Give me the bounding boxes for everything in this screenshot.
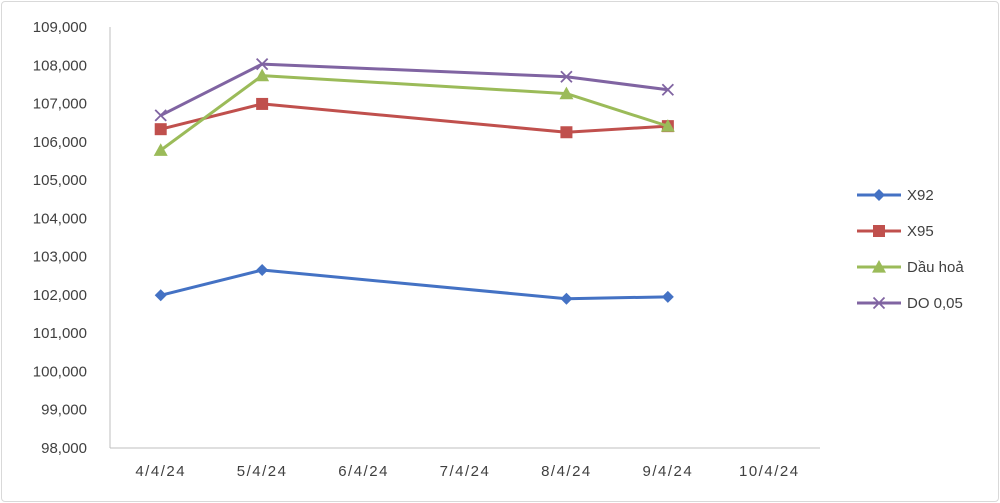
y-tick-label: 101,000 (33, 325, 87, 342)
legend-swatch-marker (873, 225, 885, 237)
y-tick-label: 98,000 (41, 440, 87, 457)
series-0-point (661, 290, 674, 303)
y-tick-label: 109,000 (33, 19, 87, 36)
series-2-point (153, 143, 168, 156)
legend-label: X92 (907, 187, 934, 204)
series-3-point (256, 57, 269, 71)
legend-label: X95 (907, 223, 934, 240)
series-0-point (560, 292, 573, 305)
series-3-point (154, 109, 167, 122)
series-1 (154, 97, 674, 139)
series-1-point (154, 123, 167, 136)
series-3-point (661, 83, 674, 96)
y-tick-label: 103,000 (33, 249, 87, 266)
legend-item-2: Dầu hoả (857, 259, 964, 276)
y-tick-label: 105,000 (33, 172, 87, 189)
legend: X92 X95 Dầu hoả DO 0,05 (857, 187, 964, 312)
series-0-point (256, 264, 269, 277)
series-3-line (160, 62, 669, 117)
series-1-point (560, 126, 573, 139)
x-tick-label: 9/4/24 (642, 463, 693, 480)
series-3 (154, 57, 674, 122)
legend-label: DO 0,05 (907, 295, 963, 312)
y-tick-label: 108,000 (33, 57, 87, 74)
y-tick-label: 106,000 (33, 134, 87, 151)
y-tick-label: 104,000 (33, 210, 87, 227)
series-0 (154, 264, 674, 305)
series-layer (153, 57, 675, 305)
legend-label: Dầu hoả (907, 259, 964, 276)
y-tick-label: 100,000 (33, 363, 87, 380)
series-2-line (159, 74, 669, 152)
y-tick-label: 107,000 (33, 96, 87, 113)
legend-swatch-marker (872, 296, 886, 310)
series-2-point (255, 68, 270, 82)
legend-item-0: X92 (857, 187, 934, 204)
axes: 98,000 99,000 100,000 101,000 102,000 103,000… (33, 19, 820, 480)
x-tick-label: 4/4/24 (135, 463, 186, 480)
legend-swatch-marker (873, 189, 885, 201)
legend-item-3: DO 0,05 (857, 295, 963, 312)
x-tick-label: 6/4/24 (338, 463, 389, 480)
series-2-point (660, 119, 675, 132)
x-tick-label: 10/4/24 (739, 463, 800, 480)
series-0-point (154, 289, 167, 302)
series-3-point (560, 70, 573, 83)
y-tick-label: 99,000 (41, 402, 87, 419)
x-tick-label: 5/4/24 (237, 463, 288, 480)
legend-item-1: X95 (857, 223, 934, 240)
legend-swatch-marker (872, 260, 886, 273)
series-0-line (160, 268, 668, 301)
series-2 (153, 68, 675, 156)
series-2-point (559, 86, 574, 100)
x-tick-label: 8/4/24 (541, 463, 592, 480)
series-1-line (160, 102, 668, 134)
x-tick-label: 7/4/24 (440, 463, 491, 480)
y-tick-label: 102,000 (33, 287, 87, 304)
series-1-point (256, 97, 269, 110)
